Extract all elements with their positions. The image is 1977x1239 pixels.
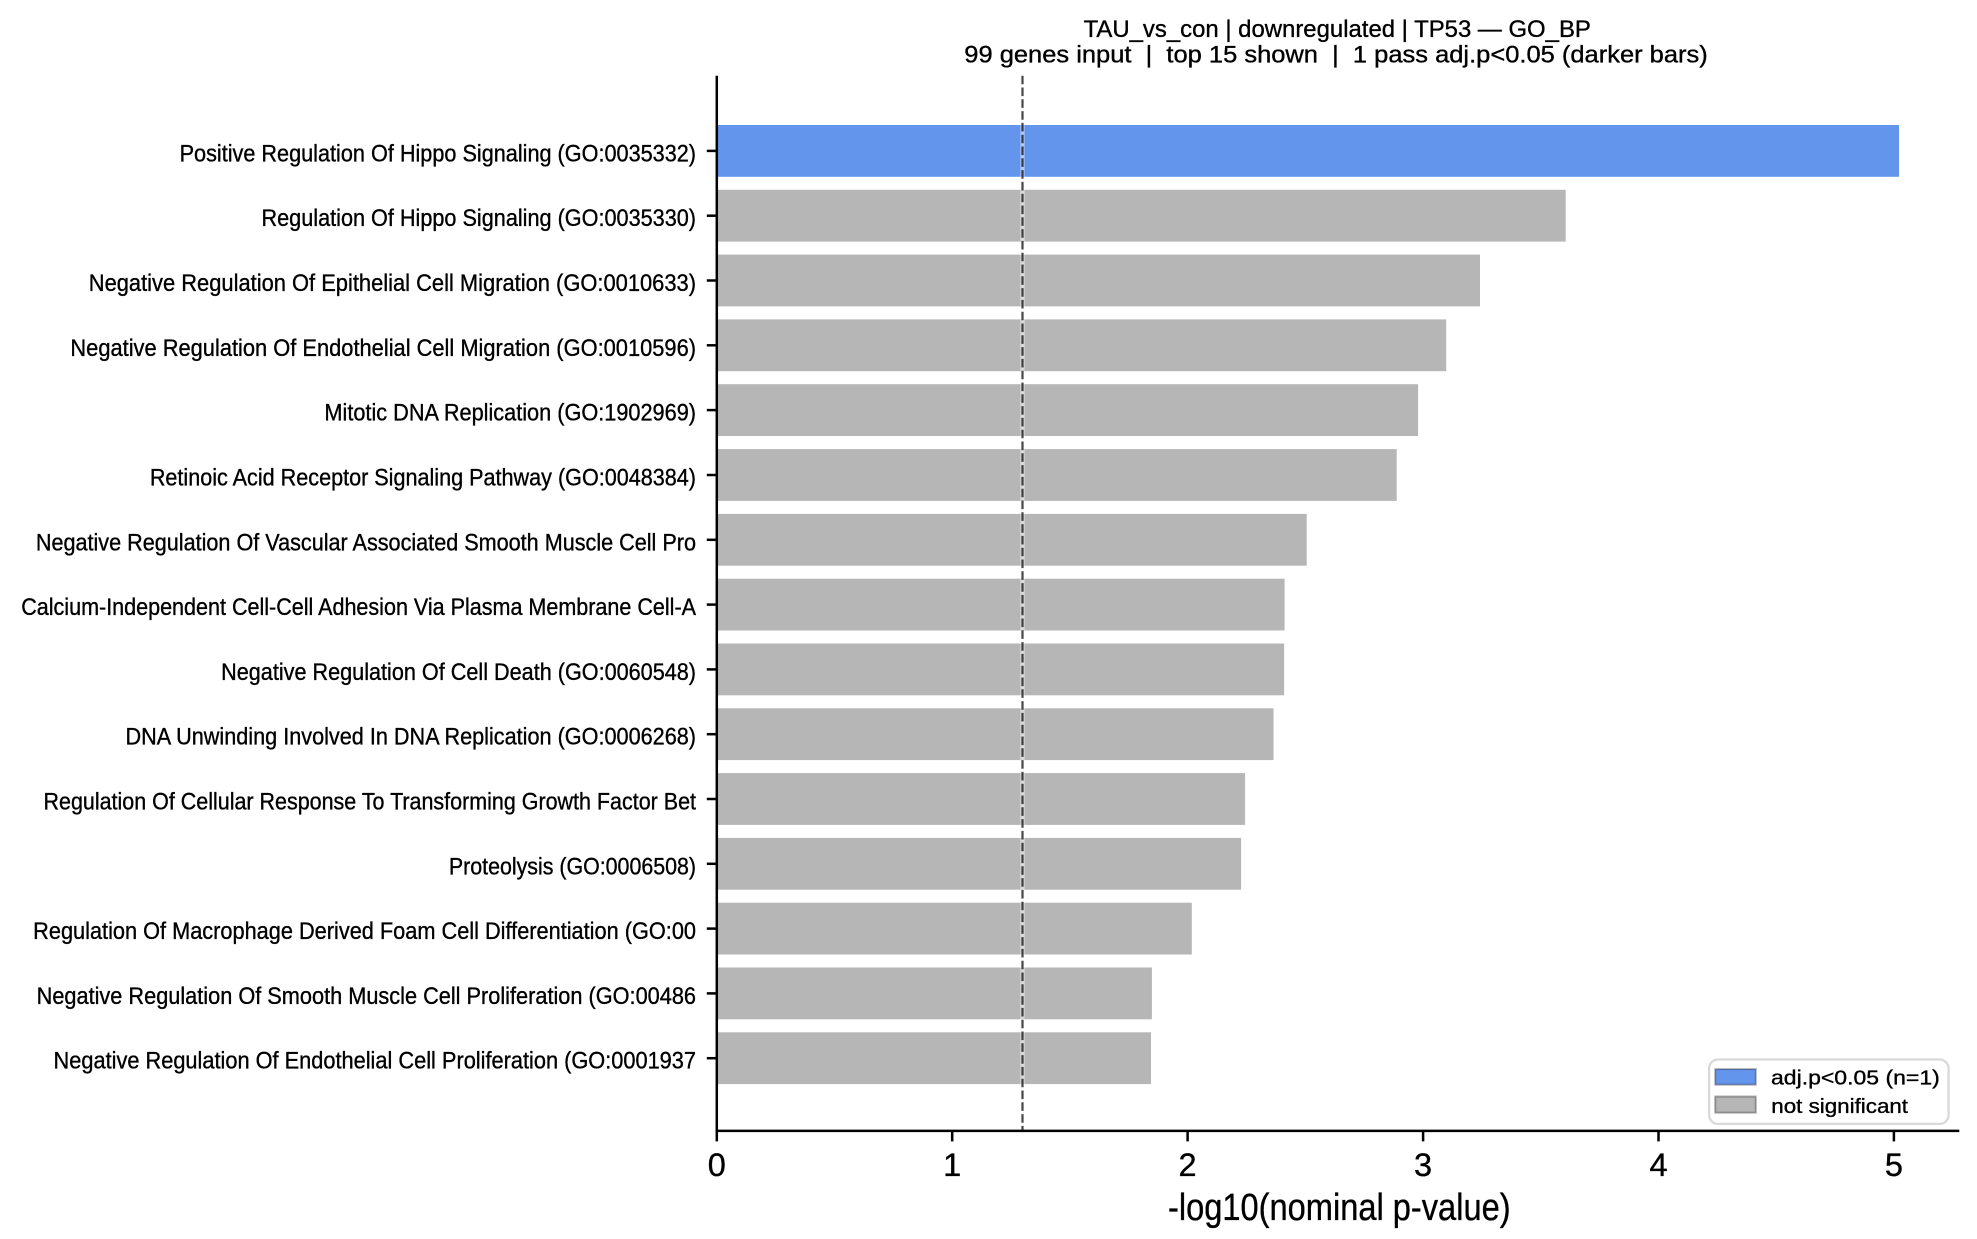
svg-text:not significant: not significant: [1771, 1095, 1908, 1118]
svg-text:DNA Unwinding Involved In DNA: DNA Unwinding Involved In DNA Replicatio…: [126, 723, 696, 750]
svg-text:Negative Regulation Of Endothe: Negative Regulation Of Endothelial Cell …: [70, 334, 696, 361]
svg-text:1: 1: [943, 1147, 961, 1183]
svg-text:Regulation Of Cellular Respons: Regulation Of Cellular Response To Trans…: [43, 787, 696, 814]
svg-text:Regulation Of Macrophage Deriv: Regulation Of Macrophage Derived Foam Ce…: [33, 917, 696, 944]
svg-text:Calcium-Independent Cell-Cell: Calcium-Independent Cell-Cell Adhesion V…: [21, 593, 697, 620]
svg-text:Mitotic DNA Replication (GO:19: Mitotic DNA Replication (GO:1902969): [324, 399, 696, 426]
svg-text:5: 5: [1885, 1147, 1903, 1183]
svg-text:2: 2: [1179, 1147, 1197, 1183]
svg-text:Negative Regulation Of Smooth: Negative Regulation Of Smooth Muscle Cel…: [37, 982, 696, 1009]
svg-text:Positive Regulation Of Hippo S: Positive Regulation Of Hippo Signaling (…: [180, 139, 696, 166]
svg-text:Proteolysis (GO:0006508): Proteolysis (GO:0006508): [449, 853, 696, 879]
svg-text:3: 3: [1414, 1147, 1432, 1183]
svg-text:99 genes input | top 15 show: 99 genes input | top 15 shown | 1 pass a…: [964, 42, 1707, 68]
svg-text:Negative Regulation Of Vascula: Negative Regulation Of Vascular Associat…: [36, 528, 696, 555]
svg-text:Retinoic Acid Receptor Signali: Retinoic Acid Receptor Signaling Pathway…: [150, 463, 696, 490]
svg-text:-log10(nominal p-value): -log10(nominal p-value): [1168, 1187, 1511, 1229]
svg-text:Regulation Of Hippo Signaling: Regulation Of Hippo Signaling (GO:003533…: [262, 204, 696, 231]
svg-text:4: 4: [1649, 1147, 1667, 1183]
svg-text:Negative Regulation Of Epithel: Negative Regulation Of Epithelial Cell M…: [89, 269, 696, 296]
svg-text:Negative Regulation Of Endothe: Negative Regulation Of Endothelial Cell …: [54, 1047, 696, 1074]
svg-text:adj.p<0.05 (n=1): adj.p<0.05 (n=1): [1771, 1066, 1940, 1089]
svg-text:Negative Regulation Of Cell De: Negative Regulation Of Cell Death (GO:00…: [221, 658, 696, 685]
svg-text:TAU_vs_con | downregulated | T: TAU_vs_con | downregulated | TP53 — GO_B…: [1084, 16, 1591, 43]
svg-text:0: 0: [708, 1147, 726, 1183]
